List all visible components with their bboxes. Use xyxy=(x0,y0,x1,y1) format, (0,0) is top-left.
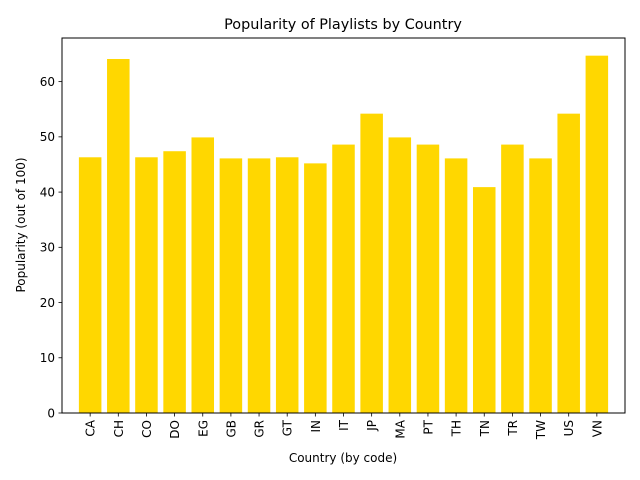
x-tick-label: CH xyxy=(112,420,126,437)
bar-in xyxy=(304,163,327,413)
x-tick-label: PT xyxy=(421,419,435,434)
bar-gt xyxy=(275,157,299,413)
bars-group xyxy=(78,55,609,414)
y-tick-label: 50 xyxy=(40,130,55,144)
y-tick-label: 60 xyxy=(40,75,55,89)
x-tick-label: IN xyxy=(309,420,323,433)
bar-pt xyxy=(416,144,440,413)
plot-frame xyxy=(61,37,626,414)
bar-ch xyxy=(107,58,130,414)
bar-gb xyxy=(219,158,243,413)
x-tick-label: EG xyxy=(196,420,210,437)
y-tick-label: 30 xyxy=(40,241,55,255)
x-tick-label: IT xyxy=(337,419,351,431)
x-tick-label: VN xyxy=(590,420,604,437)
chart-title: Popularity of Playlists by Country xyxy=(224,17,462,33)
bar-us xyxy=(557,113,580,413)
y-axis-label: Popularity (out of 100) xyxy=(14,157,28,292)
y-tick-label: 0 xyxy=(47,406,55,420)
bar-ma xyxy=(388,137,412,413)
x-tick-label: GT xyxy=(281,419,295,436)
bar-vn xyxy=(585,55,609,414)
x-tick-label: CO xyxy=(140,420,154,438)
bar-ca xyxy=(78,157,102,413)
bar-jp xyxy=(360,113,383,413)
x-tick-label: JP xyxy=(365,420,379,432)
x-tick-label: GR xyxy=(253,420,267,438)
y-tick-label: 40 xyxy=(40,185,55,199)
x-tick-label: GB xyxy=(224,420,238,438)
y-tick-label: 10 xyxy=(40,351,55,365)
bar-tr xyxy=(501,144,524,413)
bar-tw xyxy=(529,158,552,413)
x-tick-label: CA xyxy=(84,419,98,436)
x-tick-label: US xyxy=(562,420,576,436)
bar-do xyxy=(163,151,186,413)
bar-it xyxy=(332,144,355,413)
bar-co xyxy=(135,157,158,413)
y-tick-label: 20 xyxy=(40,296,55,310)
bar-th xyxy=(444,158,468,413)
x-tick-label: MA xyxy=(393,419,407,438)
x-tick-label: TN xyxy=(478,420,492,437)
bar-gr xyxy=(247,158,271,413)
x-tick-label: TH xyxy=(450,420,464,437)
x-tick-label: TW xyxy=(534,420,548,440)
bar-eg xyxy=(191,137,215,413)
x-tick-label: TR xyxy=(506,420,520,437)
x-ticks-group: CA CH CO DO EG GB GR GT IN IT JP MA PT TH TN TR TW US VN xyxy=(84,413,604,440)
bar-tn xyxy=(472,187,496,413)
y-ticks-group: 0 10 20 30 40 50 60 xyxy=(40,75,62,420)
x-tick-label: DO xyxy=(168,420,182,439)
x-axis-label: Country (by code) xyxy=(289,451,397,465)
